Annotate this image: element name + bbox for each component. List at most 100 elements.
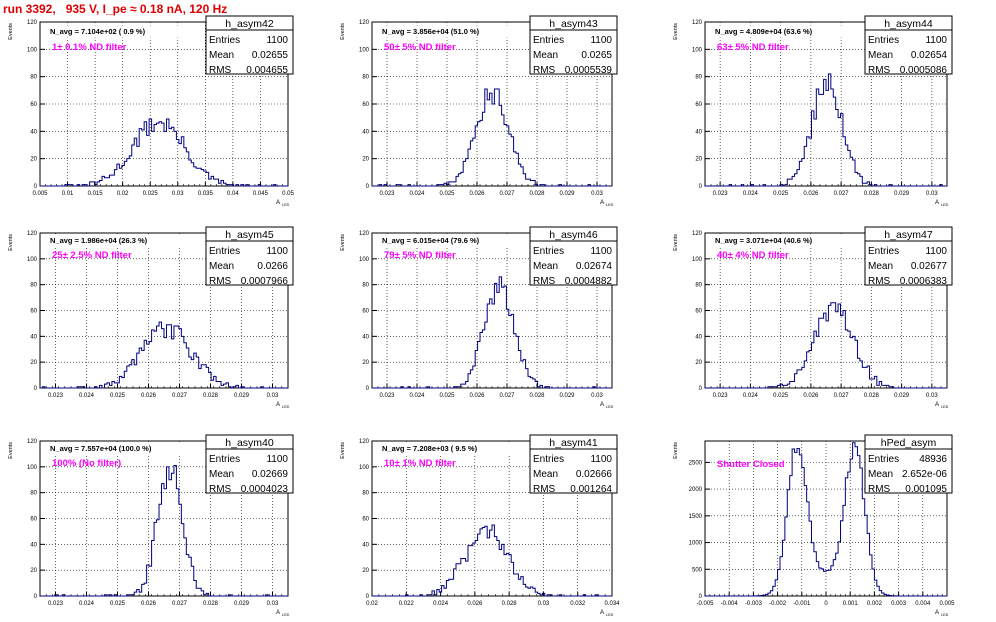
stats-key: Entries — [868, 454, 899, 465]
navg-label: N_avg = 1.986e+04 (26.3 %) — [50, 236, 148, 245]
x-tick-label: -0.004 — [721, 601, 739, 607]
x-axis-subscript: LED — [282, 203, 290, 207]
x-axis-subscript: LED — [606, 405, 614, 409]
stats-value: 0.0004023 — [241, 484, 289, 495]
y-tick-label: 40 — [695, 334, 702, 340]
histogram-panel: 0.023 0.024 0.025 0.026 0.027 0.028 0.029 0.03 0… — [673, 226, 953, 409]
histogram-panel: 0.023 0.024 0.025 0.026 0.027 0.028 0.029 0.03 0… — [8, 226, 294, 409]
x-axis-title: A — [276, 402, 280, 408]
x-tick-label: 0.02 — [366, 601, 378, 607]
histogram-panel: 0.02 0.022 0.024 0.026 0.028 0.03 0.032 0.034 0 2… — [340, 434, 620, 617]
y-tick-label: 1000 — [689, 541, 703, 547]
x-axis-title: A — [276, 200, 280, 206]
stats-value: 0.0007966 — [241, 276, 289, 287]
histogram-panel: 0.005 0.01 0.015 0.02 0.025 0.03 0.035 0.04 0.04… — [8, 15, 294, 207]
y-tick-label: 2000 — [689, 487, 703, 493]
x-tick-label: 0.004 — [915, 601, 931, 607]
navg-box — [375, 25, 527, 38]
y-tick-label: 20 — [30, 360, 37, 366]
histogram-panel: 0.023 0.024 0.025 0.026 0.027 0.028 0.029 0.03 0… — [340, 15, 618, 207]
x-tick-label: 0.024 — [79, 393, 95, 399]
x-tick-label: 0.002 — [867, 601, 883, 607]
navg-label: N_avg = 3.856e+04 (51.0 %) — [382, 27, 480, 36]
stats-key: RMS — [868, 65, 891, 76]
stats-key: Entries — [209, 454, 240, 465]
x-tick-label: 0.02 — [117, 191, 129, 197]
stats-histogram-name: h_asym42 — [225, 18, 274, 30]
y-tick-label: 40 — [362, 129, 369, 135]
x-tick-label: 0.003 — [891, 601, 907, 607]
stats-value: 0.0005539 — [565, 65, 613, 76]
stats-box — [529, 226, 618, 286]
y-tick-label: 0 — [34, 386, 38, 392]
navg-label: N_avg = 6.015e+04 (79.6 %) — [382, 236, 480, 245]
navg-label: N_avg = 7.557e+04 (100.0 %) — [50, 444, 152, 453]
stats-value: 48936 — [919, 454, 947, 465]
stats-key: Entries — [209, 246, 240, 257]
stats-box — [864, 15, 953, 75]
x-tick-label: 0.03 — [926, 393, 938, 399]
x-axis-subscript: LED — [941, 405, 949, 409]
navg-label: N_avg = 7.208e+03 ( 9.5 %) — [382, 444, 478, 453]
x-tick-label: 0.023 — [713, 393, 729, 399]
stats-value: 1100 — [266, 454, 288, 465]
y-tick-label: 80 — [362, 283, 369, 289]
y-tick-label: 100 — [27, 257, 38, 263]
stats-value: 0.02655 — [252, 50, 289, 61]
stats-key: Entries — [533, 246, 564, 257]
y-tick-label: 100 — [692, 257, 703, 263]
y-tick-label: 0 — [34, 184, 38, 190]
y-tick-label: 120 — [692, 231, 703, 237]
y-tick-label: 120 — [692, 20, 703, 26]
y-tick-label: 120 — [27, 231, 38, 237]
stats-value: 0.001264 — [570, 484, 612, 495]
x-tick-label: 0.028 — [864, 393, 880, 399]
x-tick-label: 0.025 — [439, 191, 455, 197]
stats-key: Entries — [868, 35, 899, 46]
x-tick-label: 0.026 — [803, 393, 819, 399]
stats-value: 1100 — [590, 35, 612, 46]
y-axis-title: Events — [340, 442, 346, 459]
y-tick-label: 80 — [695, 283, 702, 289]
y-axis-title: Events — [673, 442, 679, 459]
stats-histogram-name: h_asym47 — [884, 229, 933, 241]
x-tick-label: 0.005 — [32, 191, 48, 197]
stats-value: 0.001095 — [905, 484, 947, 495]
y-tick-label: 60 — [362, 309, 369, 315]
stats-key: RMS — [209, 484, 232, 495]
stats-histogram-name: h_asym46 — [549, 229, 598, 241]
x-tick-label: 0.029 — [234, 601, 250, 607]
histogram-line — [40, 321, 288, 389]
navg-box — [375, 234, 527, 247]
stats-value: 0.0005086 — [900, 65, 948, 76]
x-axis-title: A — [935, 200, 939, 206]
x-tick-label: 0.026 — [469, 191, 485, 197]
histogram-line — [705, 73, 947, 187]
y-tick-label: 0 — [699, 594, 703, 600]
y-tick-label: 80 — [362, 491, 369, 497]
x-tick-label: 0.015 — [88, 191, 104, 197]
y-tick-label: 500 — [692, 567, 703, 573]
filter-note: 50± 5% ND filter — [384, 42, 456, 53]
histogram-line — [705, 442, 947, 597]
histogram-panel: -0.005 -0.004 -0.003 -0.002 -0.001 0 0.001 0.00… — [673, 434, 955, 617]
x-tick-label: 0.01 — [62, 191, 74, 197]
stats-value: 1100 — [590, 454, 612, 465]
x-tick-label: 0.029 — [559, 393, 575, 399]
y-tick-label: 120 — [359, 439, 370, 445]
x-tick-label: 0.026 — [469, 393, 485, 399]
x-axis-title: A — [600, 402, 604, 408]
x-tick-label: 0.028 — [502, 601, 518, 607]
y-tick-label: 120 — [27, 439, 38, 445]
navg-box — [375, 442, 527, 455]
stats-key: Mean — [209, 50, 234, 61]
stats-box — [529, 434, 618, 494]
x-tick-label: 0.03 — [267, 601, 279, 607]
x-tick-label: 0.026 — [141, 601, 157, 607]
navg-box — [708, 25, 862, 38]
y-tick-label: 60 — [362, 102, 369, 108]
navg-label: N_avg = 4.809e+04 (63.6 %) — [715, 27, 813, 36]
x-tick-label: 0.025 — [773, 191, 789, 197]
y-tick-label: 60 — [695, 309, 702, 315]
x-tick-label: 0.029 — [894, 191, 910, 197]
